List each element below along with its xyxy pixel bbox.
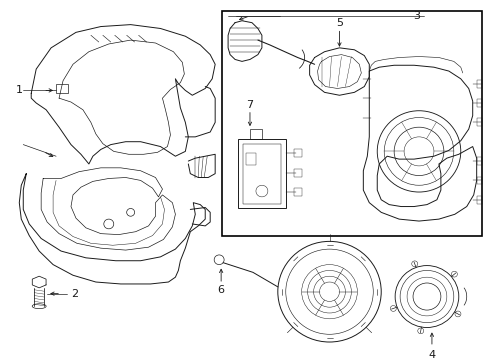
Bar — [243, 144, 281, 204]
Bar — [477, 196, 482, 204]
Bar — [477, 118, 482, 126]
Bar — [246, 153, 256, 165]
Bar — [294, 149, 302, 157]
Bar — [477, 80, 482, 87]
Bar — [250, 129, 262, 139]
Text: 7: 7 — [246, 100, 253, 110]
Text: 2: 2 — [71, 289, 78, 299]
Text: 6: 6 — [218, 285, 224, 295]
Bar — [477, 99, 482, 107]
Bar — [238, 139, 286, 208]
Text: 5: 5 — [336, 18, 343, 28]
Text: 4: 4 — [428, 350, 436, 360]
Bar — [477, 157, 482, 165]
Bar — [222, 11, 482, 235]
Bar — [294, 169, 302, 176]
Bar — [56, 84, 68, 93]
Bar — [294, 188, 302, 196]
Text: 1: 1 — [16, 85, 23, 95]
Text: 3: 3 — [414, 11, 420, 21]
Bar — [477, 176, 482, 184]
